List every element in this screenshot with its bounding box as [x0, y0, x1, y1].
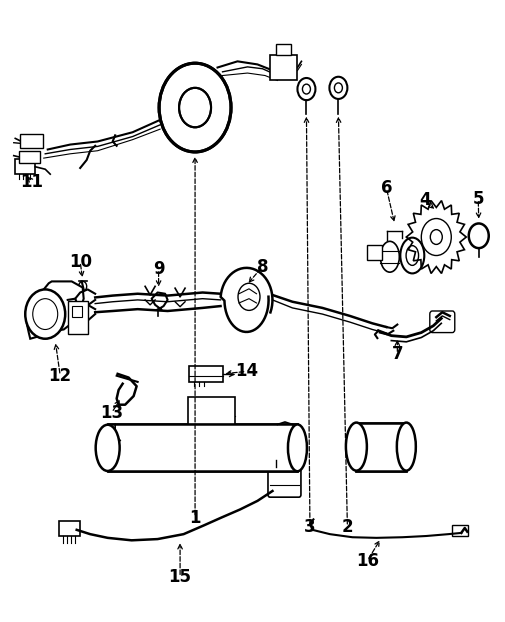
Text: 6: 6: [381, 179, 392, 197]
Text: 15: 15: [169, 569, 191, 587]
FancyBboxPatch shape: [276, 44, 291, 55]
FancyBboxPatch shape: [68, 300, 88, 335]
Text: 9: 9: [153, 260, 165, 278]
Ellipse shape: [288, 424, 307, 471]
Text: 8: 8: [257, 258, 268, 276]
Polygon shape: [407, 201, 466, 274]
Ellipse shape: [346, 422, 367, 471]
Polygon shape: [27, 281, 84, 339]
Text: 1: 1: [189, 509, 201, 526]
FancyBboxPatch shape: [15, 159, 35, 174]
Text: 4: 4: [419, 191, 431, 209]
Text: 3: 3: [304, 518, 316, 536]
FancyBboxPatch shape: [20, 134, 43, 147]
Circle shape: [25, 289, 65, 339]
Ellipse shape: [95, 425, 120, 471]
Circle shape: [421, 218, 451, 256]
Text: 12: 12: [48, 367, 72, 385]
FancyBboxPatch shape: [187, 397, 235, 424]
FancyBboxPatch shape: [367, 245, 382, 261]
FancyBboxPatch shape: [72, 306, 82, 317]
FancyBboxPatch shape: [270, 55, 297, 80]
FancyBboxPatch shape: [188, 366, 223, 382]
Text: 10: 10: [69, 253, 92, 271]
FancyBboxPatch shape: [430, 311, 455, 333]
Polygon shape: [357, 422, 407, 471]
FancyBboxPatch shape: [268, 465, 301, 497]
Text: 2: 2: [341, 518, 353, 536]
Text: 13: 13: [100, 404, 123, 422]
Text: 11: 11: [20, 172, 43, 190]
FancyBboxPatch shape: [452, 525, 468, 536]
FancyBboxPatch shape: [19, 151, 40, 163]
Circle shape: [159, 63, 231, 152]
FancyBboxPatch shape: [59, 521, 80, 536]
Text: 5: 5: [473, 190, 484, 208]
Circle shape: [430, 230, 442, 244]
Polygon shape: [108, 424, 297, 471]
Text: 7: 7: [391, 345, 403, 363]
Text: 16: 16: [356, 552, 379, 570]
Ellipse shape: [397, 422, 416, 471]
Text: 14: 14: [235, 363, 258, 381]
